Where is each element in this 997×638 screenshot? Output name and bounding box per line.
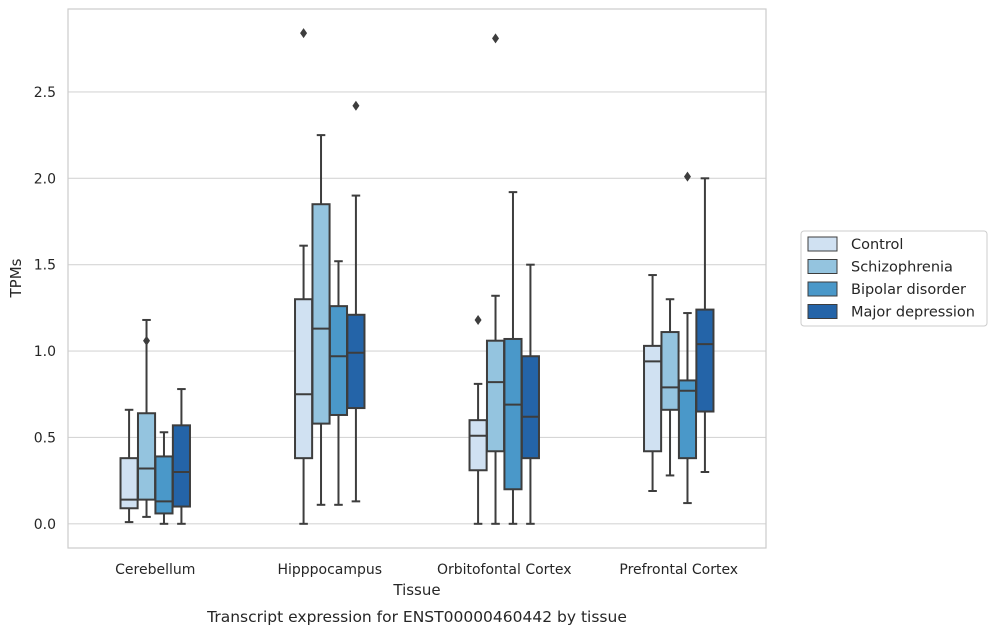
chart-caption: Transcript expression for ENST0000046044… bbox=[206, 608, 627, 626]
box-iqr bbox=[695, 308, 715, 413]
x-tick-label: Orbitofontal Cortex bbox=[437, 562, 572, 578]
x-axis-ticks: Cerebellum Hipppocampus Orbitofontal Corte… bbox=[115, 562, 738, 578]
y-axis-ticks: 0.0 0.5 1.0 1.5 2.0 2.5 bbox=[34, 85, 56, 533]
outlier-marker bbox=[474, 314, 482, 325]
y-tick-label: 2.5 bbox=[34, 85, 56, 101]
y-tick-label: 1.5 bbox=[34, 258, 56, 274]
y-tick-label: 2.0 bbox=[34, 171, 56, 187]
legend-label: Major depression bbox=[851, 305, 975, 321]
box-control bbox=[468, 314, 488, 525]
outlier-marker bbox=[492, 33, 500, 44]
y-axis-label: TPMs bbox=[7, 258, 25, 298]
x-tick-label: Hipppocampus bbox=[277, 562, 382, 578]
box-iqr bbox=[119, 457, 139, 510]
box-major-depression bbox=[520, 263, 540, 525]
box-iqr bbox=[520, 355, 540, 460]
box-iqr bbox=[154, 455, 174, 515]
box-bipolar-disorder bbox=[503, 191, 523, 525]
outlier-marker bbox=[143, 335, 151, 346]
box-control bbox=[643, 274, 663, 492]
box-iqr bbox=[677, 379, 698, 460]
box-iqr bbox=[294, 298, 314, 460]
box-control bbox=[119, 408, 139, 524]
legend-frame bbox=[800, 230, 988, 327]
box-iqr bbox=[346, 313, 366, 410]
plot-area-frame bbox=[67, 8, 767, 549]
box-iqr bbox=[171, 424, 191, 508]
legend-swatch bbox=[807, 281, 838, 297]
legend-swatch bbox=[807, 259, 838, 274]
box-iqr bbox=[311, 203, 331, 425]
box-iqr bbox=[468, 419, 488, 472]
x-tick-label: Cerebellum bbox=[115, 562, 195, 578]
x-tick-label: Prefrontal Cortex bbox=[619, 562, 738, 578]
box-iqr bbox=[485, 339, 506, 453]
box-iqr bbox=[503, 337, 523, 491]
box-iqr bbox=[136, 412, 157, 501]
legend: Control Schizophrenia Bipolar disorder Majo… bbox=[800, 230, 988, 327]
box-iqr bbox=[328, 305, 349, 416]
legend-swatch bbox=[807, 304, 838, 319]
x-axis-label: Tissue bbox=[392, 581, 440, 599]
box-major-depression bbox=[171, 388, 191, 525]
box-bipolar-disorder bbox=[677, 171, 698, 505]
legend-label: Schizophrenia bbox=[851, 260, 953, 276]
boxes bbox=[119, 28, 715, 525]
box-iqr bbox=[660, 331, 680, 411]
outlier-marker bbox=[352, 100, 360, 111]
outlier-marker bbox=[683, 171, 691, 182]
y-tick-label: 0.5 bbox=[34, 430, 56, 446]
y-tick-label: 1.0 bbox=[34, 344, 56, 360]
outlier-marker bbox=[300, 28, 308, 39]
legend-label: Control bbox=[851, 237, 903, 253]
box-major-depression bbox=[695, 177, 715, 473]
legend-label: Bipolar disorder bbox=[851, 282, 966, 298]
legend-swatch bbox=[807, 236, 838, 252]
box-major-depression bbox=[346, 100, 366, 503]
y-tick-label: 0.0 bbox=[34, 517, 56, 533]
box-schizophrenia bbox=[660, 298, 680, 477]
box-bipolar-disorder bbox=[328, 260, 349, 506]
